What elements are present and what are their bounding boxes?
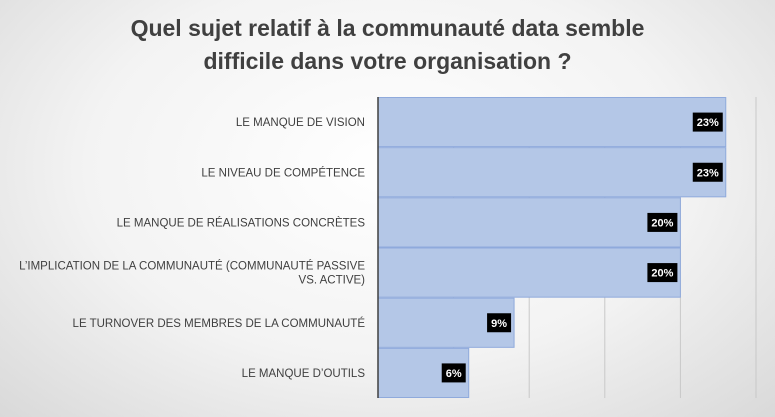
category-label-line: L’IMPLICATION DE LA COMMUNAUTÉ (COMMUNAU… <box>19 260 365 273</box>
category-label: L’IMPLICATION DE LA COMMUNAUTÉ (COMMUNAU… <box>19 260 365 287</box>
chart-title-line-2: difficile dans votre organisation ? <box>203 48 572 74</box>
data-label-box <box>487 313 512 333</box>
bar <box>377 247 681 298</box>
data-label-box <box>692 112 723 132</box>
data-label: 23% <box>697 117 719 129</box>
chart-title-line-1: Quel sujet relatif à la communauté data … <box>130 15 645 41</box>
bars <box>377 97 727 399</box>
category-label-line: LE TURNOVER DES MEMBRES DE LA COMMUNAUTÉ <box>73 317 366 330</box>
data-label: 6% <box>446 368 462 380</box>
data-label-box <box>692 162 723 182</box>
data-label: 20% <box>651 268 673 280</box>
category-label: LE TURNOVER DES MEMBRES DE LA COMMUNAUTÉ <box>73 317 366 330</box>
category-label-line: LE MANQUE D’OUTILS <box>242 368 366 380</box>
data-label: 20% <box>651 217 673 229</box>
data-label-box <box>647 263 678 283</box>
category-label: LE MANQUE DE RÉALISATIONS CONCRÈTES <box>117 216 366 229</box>
data-label-box <box>647 212 678 232</box>
category-label-line: LE NIVEAU DE COMPÉTENCE <box>201 166 365 179</box>
data-labels: 23% 23% 20% 20% 9% 6% <box>441 112 723 383</box>
category-label-line: VS. ACTIVE) <box>299 275 366 287</box>
category-label: LE MANQUE DE VISION <box>236 117 365 129</box>
category-label-line: LE MANQUE DE VISION <box>236 117 365 129</box>
bar <box>377 97 727 148</box>
category-label: LE MANQUE D’OUTILS <box>242 368 366 380</box>
bar <box>377 197 681 248</box>
category-label-line: LE MANQUE DE RÉALISATIONS CONCRÈTES <box>117 216 366 229</box>
bar <box>377 147 727 198</box>
data-label: 9% <box>491 318 507 330</box>
category-labels: LE MANQUE DE VISION LE NIVEAU DE COMPÉTEN… <box>19 117 365 380</box>
chart-title: Quel sujet relatif à la communauté data … <box>0 12 775 78</box>
category-label: LE NIVEAU DE COMPÉTENCE <box>201 166 365 179</box>
data-label: 23% <box>697 167 719 179</box>
data-label-box <box>441 363 466 383</box>
